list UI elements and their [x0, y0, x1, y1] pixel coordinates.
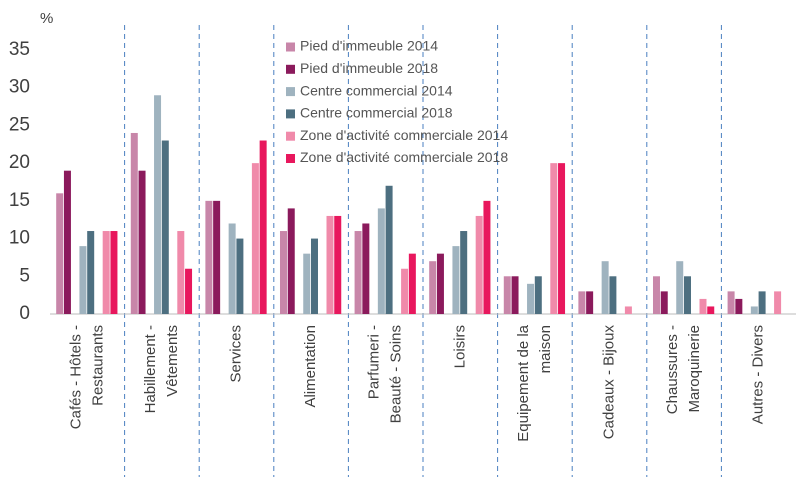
bar — [177, 231, 185, 314]
bar — [87, 231, 95, 314]
bar — [354, 231, 362, 314]
legend-swatch — [286, 131, 295, 141]
bar — [56, 193, 64, 314]
bar — [303, 253, 311, 314]
bar — [110, 231, 118, 314]
bar — [483, 200, 491, 314]
bar — [578, 291, 586, 314]
bar — [310, 238, 318, 314]
bar — [527, 283, 535, 314]
bar — [213, 200, 221, 314]
bar — [138, 170, 146, 314]
legend-label: Zone d'activité commerciale 2018 — [300, 149, 508, 165]
bar — [601, 261, 609, 314]
bar — [683, 276, 691, 314]
bar — [408, 253, 416, 314]
x-tick-label: Cafés - Hôtels - Restaurants — [67, 325, 106, 429]
legend-swatch — [286, 42, 295, 52]
bar — [436, 253, 444, 314]
bar — [475, 215, 483, 314]
bar — [750, 306, 758, 314]
bar — [279, 231, 287, 314]
y-tick-label: 35 — [9, 39, 30, 60]
bar — [130, 132, 138, 314]
bar — [259, 140, 267, 314]
x-tick-label: Loisirs — [451, 325, 468, 368]
bar — [609, 276, 617, 314]
y-tick-label: 30 — [9, 77, 30, 98]
bar — [624, 306, 632, 314]
bar — [727, 291, 735, 314]
bar — [161, 140, 169, 314]
bar — [362, 223, 370, 314]
legend-label: Pied d'immeuble 2014 — [300, 38, 438, 54]
bar — [429, 261, 437, 314]
bar — [460, 231, 468, 314]
bar — [511, 276, 519, 314]
bar — [79, 246, 87, 314]
y-tick-label: 10 — [9, 228, 30, 249]
legend-label: Centre commercial 2014 — [300, 82, 453, 98]
legend-swatch — [286, 87, 295, 97]
bar — [63, 170, 71, 314]
bar — [205, 200, 213, 314]
bar — [558, 163, 566, 314]
bar — [774, 291, 782, 314]
legend-label: Zone d'activité commerciale 2014 — [300, 127, 508, 143]
bar — [251, 163, 259, 314]
bar — [326, 215, 334, 314]
bar — [452, 246, 460, 314]
bar — [185, 268, 193, 314]
bar — [707, 306, 715, 314]
bar — [534, 276, 542, 314]
bar — [334, 215, 342, 314]
y-axis-label: % — [40, 10, 53, 27]
bar — [228, 223, 236, 314]
bar — [287, 208, 295, 314]
bar — [652, 276, 660, 314]
x-tick-label: Autres - Divers — [750, 325, 767, 424]
bar — [236, 238, 244, 314]
bar — [586, 291, 594, 314]
y-tick-label: 0 — [19, 303, 30, 324]
legend-label: Pied d'immeuble 2018 — [300, 60, 438, 76]
bar — [377, 208, 385, 314]
legend-swatch — [286, 154, 295, 163]
bar — [401, 268, 409, 314]
legend-swatch — [286, 109, 295, 119]
y-tick-label: 20 — [9, 152, 30, 173]
legend-swatch — [286, 64, 295, 74]
x-tick-label: Habillement - Vêtements — [142, 325, 181, 413]
bar — [735, 298, 743, 314]
x-tick-label: Chaussures - Maroquinerie — [664, 325, 703, 414]
y-tick-label: 25 — [9, 114, 30, 135]
bar — [676, 261, 684, 314]
x-tick-label: Alimentation — [302, 325, 319, 408]
bar — [550, 163, 558, 314]
bar — [503, 276, 511, 314]
y-tick-label: 15 — [9, 190, 30, 211]
bar — [758, 291, 766, 314]
x-tick-label: Parfumeri - Beauté - Soins — [366, 325, 405, 423]
bar — [699, 298, 707, 314]
bar — [385, 185, 393, 314]
bar — [660, 291, 668, 314]
bar — [154, 95, 162, 314]
y-tick-label: 5 — [19, 265, 30, 286]
x-tick-label: Equipement de la maison — [515, 324, 554, 441]
legend-label: Centre commercial 2018 — [300, 105, 453, 121]
x-tick-label: Services — [227, 325, 244, 383]
bar — [102, 231, 110, 314]
x-tick-label: Cadeaux - Bijoux — [600, 325, 617, 440]
